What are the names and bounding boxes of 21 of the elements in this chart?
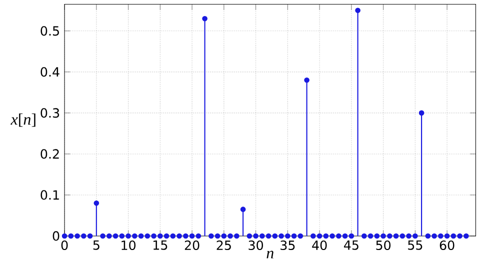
x-axis-title: n: [266, 250, 274, 258]
y-tick-label: 0.2: [40, 149, 59, 159]
x-tick-label: 10: [122, 240, 136, 250]
x-tick-label: 15: [154, 240, 168, 250]
x-tick-label: 45: [344, 240, 358, 250]
y-tick-label: 0.1: [40, 190, 59, 200]
y-tick-label: 0.4: [40, 67, 60, 77]
y-tick-label: 0.5: [40, 26, 59, 36]
x-tick-label: 35: [280, 240, 295, 250]
x-tick-label: 50: [376, 240, 391, 250]
x-tick-label: 55: [408, 240, 422, 250]
x-tick-label: 30: [248, 240, 264, 250]
y-tick-label: 0.3: [40, 108, 60, 118]
x-tick-label: 25: [216, 240, 231, 250]
y-tick-label: 0: [52, 231, 60, 241]
x-tick-label: 0: [61, 240, 68, 250]
x-tick-label: 60: [440, 240, 454, 250]
y-axis-title: x[n]: [10, 113, 36, 127]
x-tick-label: 5: [93, 240, 100, 250]
x-tick-label: 20: [184, 240, 200, 250]
x-tick-label: 40: [312, 240, 327, 250]
